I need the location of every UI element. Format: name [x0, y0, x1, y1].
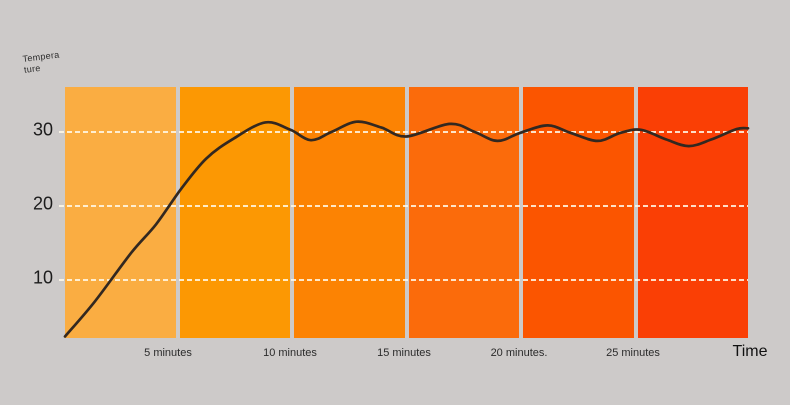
band-0-5-min — [65, 87, 176, 338]
x-axis-title: Time — [732, 343, 768, 360]
y-tick-20: 20 — [32, 193, 53, 214]
x-tick-5-minutes: 5 minutes — [144, 347, 192, 359]
y-axis-title: Tempera ture — [22, 49, 62, 75]
x-tick-10-minutes: 10 minutes — [263, 347, 317, 359]
band-5-10-min — [179, 87, 290, 338]
band-20-25-min — [523, 87, 634, 338]
heat-bands — [65, 87, 748, 338]
x-tick-20-minutes: 20 minutes. — [490, 347, 548, 359]
temperature-curve — [63, 120, 750, 338]
temperature-curve-svg — [63, 120, 750, 338]
band-15-20-min — [408, 87, 519, 338]
band-25-30-min — [637, 87, 748, 338]
chart-area: 30 20 10 5 minutes 10 minutes 15 minutes… — [33, 87, 767, 360]
y-tick-30: 30 — [32, 119, 53, 140]
x-tick-25-minutes: 25 minutes — [606, 347, 660, 359]
x-tick-15-minutes: 15 minutes — [377, 347, 431, 359]
y-tick-10: 10 — [32, 267, 53, 288]
